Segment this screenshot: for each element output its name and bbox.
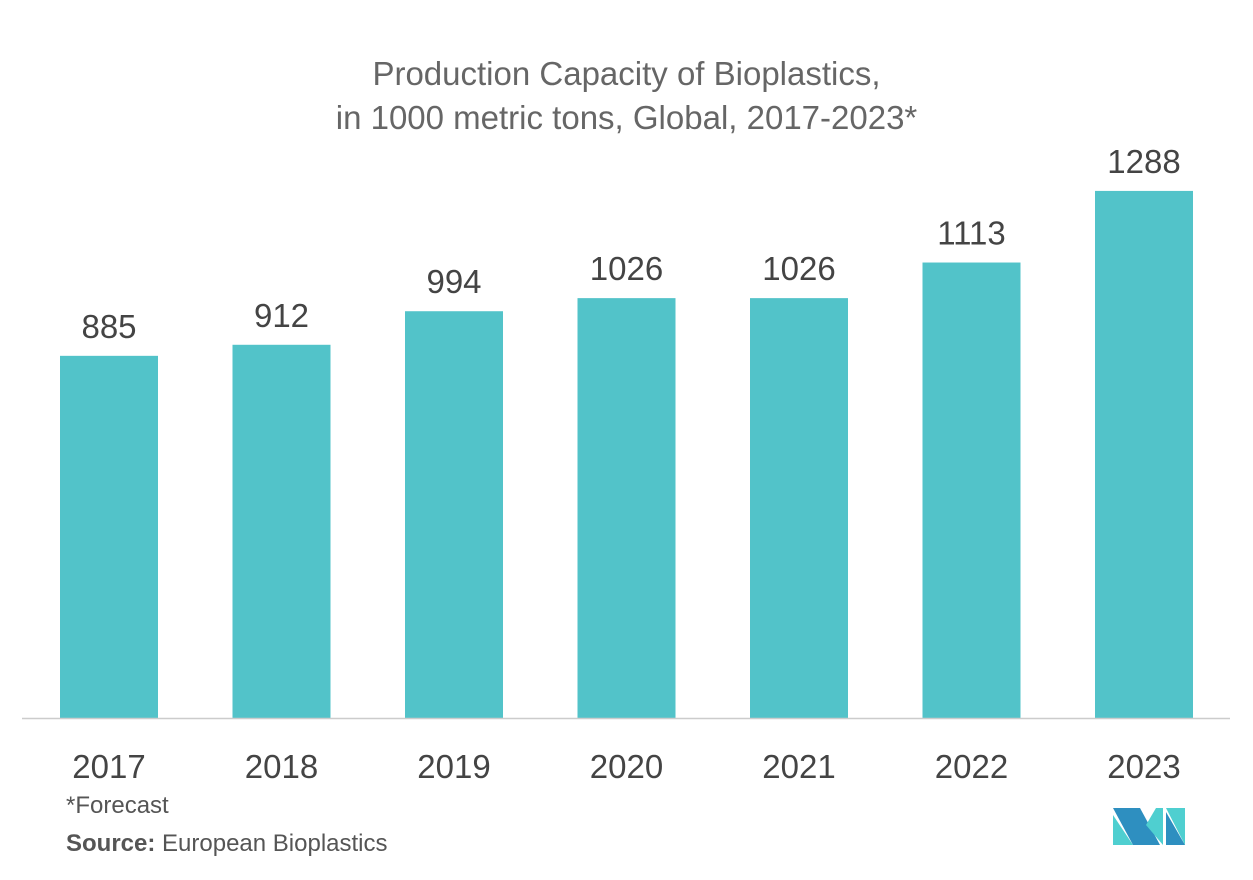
- x-tick-label: 2022: [935, 748, 1008, 785]
- data-label: 994: [426, 263, 481, 300]
- x-tick-label: 2019: [417, 748, 490, 785]
- title-line-1: Production Capacity of Bioplastics,: [372, 55, 881, 92]
- data-label: 912: [254, 297, 309, 334]
- source-text: European Bioplastics: [162, 830, 388, 857]
- bar-2019: [405, 311, 503, 718]
- x-tick-label: 2018: [245, 748, 318, 785]
- data-label: 1113: [937, 215, 1006, 252]
- bar-2020: [577, 298, 676, 718]
- x-tick-label: 2023: [1107, 748, 1180, 785]
- bar-2023: [1095, 190, 1193, 718]
- bar-2017: [60, 355, 158, 718]
- x-tick-label: 2017: [72, 748, 145, 785]
- source-label: Source:: [66, 830, 156, 857]
- data-label: 1026: [762, 250, 835, 287]
- bar-2021: [750, 298, 848, 718]
- bar-2022: [922, 262, 1021, 718]
- data-label: 885: [81, 308, 136, 345]
- chart-title: Production Capacity of Bioplastics, in 1…: [0, 52, 1253, 140]
- title-line-2: in 1000 metric tons, Global, 2017-2023*: [335, 99, 918, 136]
- x-tick-label: 2020: [590, 748, 663, 785]
- x-tick-label: 2021: [762, 748, 835, 785]
- data-label: 1026: [590, 250, 663, 287]
- source: Source: European Bioplastics: [66, 830, 388, 858]
- data-label: 1288: [1107, 143, 1180, 180]
- bar-2018: [232, 344, 331, 718]
- footnote: *Forecast: [66, 792, 169, 819]
